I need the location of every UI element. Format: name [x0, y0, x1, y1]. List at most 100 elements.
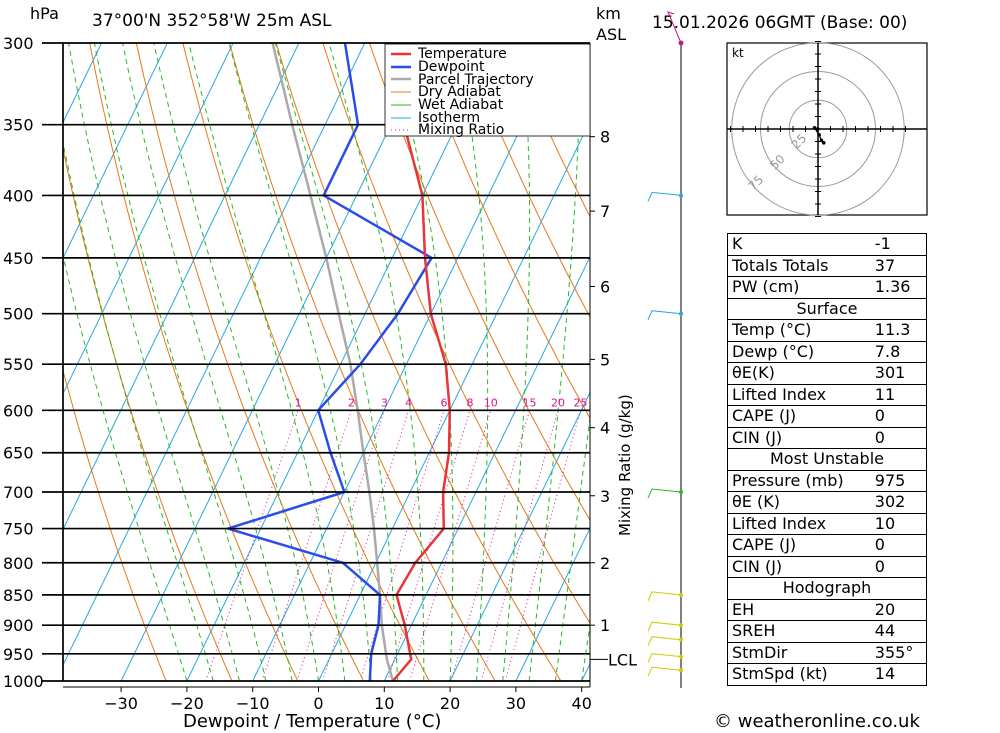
surface-cin-label: CIN (J): [726, 426, 869, 449]
wind-barb: [647, 591, 682, 602]
surface-li-label: Lifted Index: [726, 383, 869, 406]
pressure-tick-label: 400: [3, 186, 34, 205]
km-tick-label: 1: [600, 616, 610, 635]
mixing-ratio-line: [450, 410, 531, 682]
unit-asl: ASL: [596, 25, 626, 44]
x-tick-label: −20: [170, 694, 204, 713]
isotherm-line: [383, 255, 590, 682]
dry-adiabat-line: [929, 43, 1000, 681]
mu-cin-value: 0: [868, 555, 927, 578]
surface-cin-value: 0: [868, 426, 927, 449]
surface-temp-label: Temp (°C): [726, 319, 869, 342]
mu-cape-label: CAPE (J): [726, 534, 869, 557]
wet-adiabat-line: [228, 43, 372, 682]
x-axis-label: Dewpoint / Temperature (°C): [183, 711, 441, 732]
wind-profile: [647, 11, 684, 688]
mixing-ratio-label: 8: [467, 396, 474, 409]
wind-level-marker: [679, 654, 683, 659]
index-k-label: K: [726, 233, 869, 256]
km-tick-label: 7: [600, 202, 610, 221]
x-tick-label: −30: [104, 694, 138, 713]
surface-dewp-value: 7.8: [868, 340, 927, 363]
mixing-ratio-line: [359, 410, 445, 682]
legend-mixing-ratio: Mixing Ratio: [418, 122, 504, 138]
mixing-ratio-line: [322, 410, 410, 682]
hodograph-point: [816, 127, 820, 131]
wind-barb: [647, 621, 682, 632]
pressure-tick-label: 350: [3, 116, 34, 135]
legend-wet-adiabat: Wet Adiabat: [418, 97, 504, 113]
pressure-tick-label: 750: [3, 520, 34, 539]
km-tick-label: 3: [600, 487, 610, 506]
wet-adiabat-line: [455, 43, 489, 682]
index-k-value: -1: [868, 233, 927, 256]
isotherm-line: [252, 43, 563, 682]
mixing-ratio-label: 1: [295, 396, 302, 409]
isotherm-line: [63, 43, 168, 260]
mixing-ratio-label: 6: [440, 396, 447, 409]
hodo-stmdir-value: 355°: [868, 641, 927, 664]
hodo-sreh-value: 44: [868, 620, 927, 643]
pressure-tick-label: 850: [3, 586, 34, 605]
hodograph-point: [819, 138, 824, 143]
mu-cape-value: 0: [868, 534, 927, 557]
dry-adiabat-line: [369, 43, 590, 522]
mixing-ratio-label: 25: [574, 396, 588, 409]
isotherm-line: [186, 43, 497, 682]
legend-parcel: Parcel Trajectory: [418, 72, 534, 88]
wind-barb: [647, 488, 682, 499]
mixing-ratio-label: 2: [348, 396, 355, 409]
dry-adiabat-line: [976, 43, 1000, 681]
isotherm-line: [63, 43, 300, 531]
mu-thetae-value: 302: [868, 491, 927, 514]
surface-thetae-label: θE(K): [726, 362, 869, 385]
mixing-ratio-label: 4: [405, 396, 412, 409]
surface-title: Surface: [727, 297, 927, 320]
isotherm-line: [449, 391, 590, 682]
hodo-eh-value: 20: [868, 598, 927, 621]
wet-adiabat-line: [328, 43, 425, 681]
parcel-trajectory-line: [271, 43, 395, 682]
wind-level-marker: [679, 193, 683, 198]
hodograph-point: [812, 126, 817, 130]
wet-adiabat-line: [188, 43, 346, 682]
dry-adiabat-line: [63, 146, 233, 682]
hodo-stmspd-label: StmSpd (kt): [726, 663, 869, 686]
mixing-ratio-label: 20: [551, 396, 565, 409]
pressure-tick-label: 800: [3, 554, 34, 573]
isotherm-line: [515, 527, 590, 682]
mu-title: Most Unstable: [727, 448, 927, 471]
pressure-tick-label: 950: [3, 645, 34, 664]
isotherm-line: [120, 43, 431, 682]
mixing-ratio-label: 10: [484, 396, 498, 409]
pressure-tick-label: 450: [3, 249, 34, 268]
index-pw-value: 1.36: [868, 276, 927, 299]
wind-barb: [647, 636, 682, 646]
index-tt-label: Totals Totals: [726, 254, 869, 277]
pressure-tick-label: 600: [3, 401, 34, 420]
surface-cape-value: 0: [868, 405, 927, 428]
unit-km: km: [596, 4, 621, 23]
hodo-stmspd-value: 14: [868, 663, 927, 686]
x-tick-label: 30: [506, 694, 526, 713]
surface-cape-label: CAPE (J): [726, 405, 869, 428]
pressure-tick-label: 550: [3, 355, 34, 374]
wet-adiabat-line: [389, 43, 454, 682]
surface-li-value: 11: [868, 383, 927, 406]
km-tick-label: 2: [600, 554, 610, 573]
wet-adiabat-line: [63, 140, 214, 682]
wind-barb: [647, 666, 682, 677]
dry-adiabat-line: [415, 43, 590, 420]
surface-dewp-label: Dewp (°C): [726, 340, 869, 363]
surface-thetae-value: 301: [868, 362, 927, 385]
km-tick-label: 8: [600, 128, 610, 147]
run-title: 15.01.2026 06GMT (Base: 00): [652, 13, 907, 33]
mu-li-value: 10: [868, 512, 927, 535]
hodo-stmdir-label: StmDir: [726, 641, 869, 664]
unit-hpa: hPa: [30, 4, 59, 23]
hodograph-point: [821, 141, 826, 145]
mu-pressure-value: 975: [868, 469, 927, 492]
km-tick-label: 5: [600, 350, 610, 369]
